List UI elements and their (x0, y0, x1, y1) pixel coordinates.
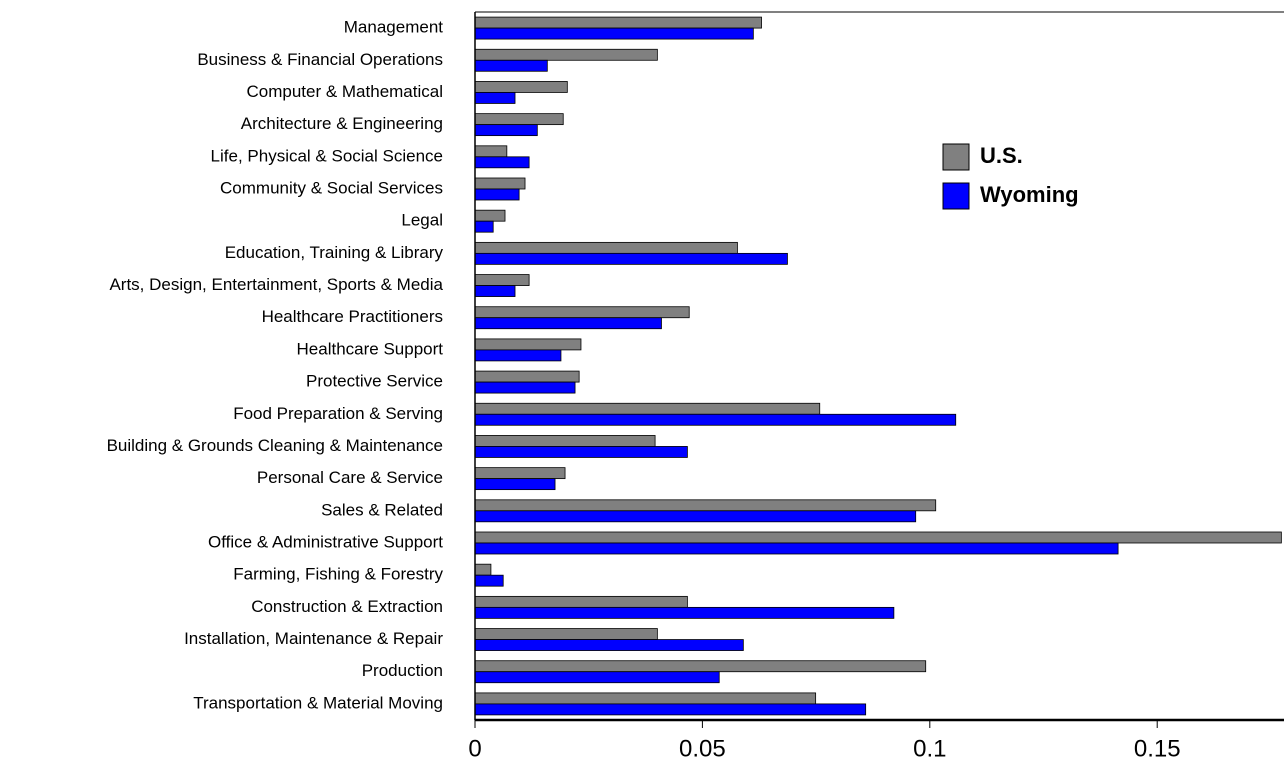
category-label: Architecture & Engineering (241, 114, 443, 133)
bar (474, 16, 762, 29)
category-label: Production (362, 661, 443, 680)
bar (474, 542, 1119, 555)
legend-label: Wyoming (980, 182, 1079, 207)
x-tick-label: 0.05 (679, 735, 726, 762)
bar (474, 145, 508, 158)
category-label: Community & Social Services (220, 178, 443, 197)
category-label: Farming, Fishing & Forestry (233, 565, 443, 584)
bar (474, 306, 690, 319)
bar (474, 402, 821, 415)
category-label: Food Preparation & Serving (233, 404, 443, 423)
bar (474, 510, 917, 523)
x-tick-label: 0 (468, 735, 481, 762)
bar (474, 209, 506, 222)
bar (474, 370, 580, 383)
bar (474, 220, 494, 233)
category-label: Sales & Related (321, 500, 443, 519)
category-label: Construction & Extraction (251, 597, 443, 616)
bar (474, 446, 688, 458)
bar (474, 349, 562, 362)
bar (474, 478, 556, 491)
bar (474, 606, 895, 619)
bar (474, 692, 817, 705)
bar (474, 499, 937, 512)
legend-swatch (942, 143, 970, 171)
bar (474, 188, 520, 201)
bar (474, 628, 658, 640)
bar (474, 113, 564, 126)
category-label: Office & Administrative Support (208, 532, 443, 551)
bar (474, 156, 530, 169)
bar (474, 81, 568, 93)
category-label: Building & Grounds Cleaning & Maintenanc… (107, 436, 443, 455)
bar (474, 124, 538, 137)
category-label: Education, Training & Library (225, 243, 444, 262)
category-label: Healthcare Support (297, 339, 444, 358)
bar (474, 703, 867, 716)
bar (474, 531, 1282, 544)
category-label: Protective Service (306, 372, 443, 391)
category-label: Installation, Maintenance & Repair (184, 629, 443, 648)
category-label: Healthcare Practitioners (262, 307, 443, 326)
category-label: Life, Physical & Social Science (211, 146, 443, 165)
category-label: Transportation & Material Moving (193, 693, 443, 712)
bar (474, 59, 548, 72)
bar (474, 285, 516, 297)
bar (474, 338, 582, 351)
bar (474, 48, 658, 61)
bar (474, 563, 492, 576)
bar (474, 639, 744, 651)
bar (474, 435, 656, 447)
bar (474, 413, 957, 426)
bar (474, 252, 788, 265)
bar (474, 467, 566, 480)
category-label: Business & Financial Operations (197, 50, 443, 69)
category-label: Legal (401, 211, 443, 230)
legend-swatch (942, 182, 970, 210)
category-label: Management (344, 18, 444, 37)
bar (474, 381, 576, 394)
bar (474, 595, 688, 608)
bar (474, 660, 927, 673)
bar (474, 317, 662, 330)
legend-label: U.S. (980, 143, 1023, 168)
category-label: Arts, Design, Entertainment, Sports & Me… (109, 275, 443, 294)
bar (474, 671, 720, 684)
bar (474, 92, 516, 104)
bar (474, 241, 738, 254)
bar (474, 177, 526, 190)
x-tick-label: 0.1 (913, 735, 946, 762)
x-tick-label: 0.15 (1134, 735, 1181, 762)
category-label: Computer & Mathematical (246, 82, 443, 101)
bar (474, 27, 754, 40)
category-label: Personal Care & Service (257, 468, 443, 487)
bar (474, 574, 504, 587)
bar (474, 274, 530, 286)
